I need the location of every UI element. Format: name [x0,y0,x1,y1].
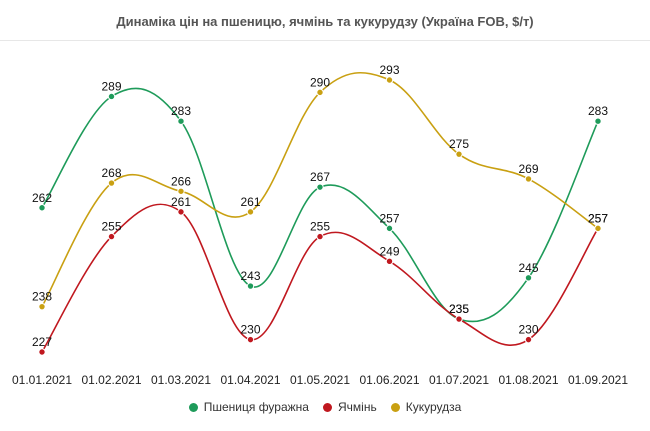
legend-item-0[interactable]: Пшениця фуражна [188,400,309,414]
data-label: 235 [449,302,469,316]
data-point [107,92,116,101]
data-point [246,282,255,290]
legend-marker-icon [188,402,198,412]
x-tick-label: 01.03.2021 [151,373,211,387]
data-label: 255 [310,220,330,234]
data-label: 266 [171,174,191,188]
data-point [38,204,46,212]
data-point [316,232,324,241]
legend-marker-icon [390,402,400,412]
data-label: 227 [32,335,52,349]
legend-item-1[interactable]: Ячмінь [322,400,377,414]
x-tick-label: 01.06.2021 [359,373,419,387]
data-point [455,150,463,158]
data-point [385,224,394,233]
data-label: 268 [101,166,121,180]
data-label: 257 [588,211,608,225]
chart-title: Динаміка цін на пшеницю, ячмінь та кукур… [116,14,534,29]
data-label: 289 [101,79,121,93]
data-point [385,257,394,266]
title-divider [0,40,650,41]
data-label: 283 [588,104,608,118]
data-point [316,88,324,97]
data-label: 245 [518,261,538,275]
data-point [177,208,185,216]
x-tick-label: 01.05.2021 [290,373,350,387]
data-label: 230 [240,323,260,337]
x-tick-label: 01.02.2021 [81,373,141,387]
data-point [246,208,255,216]
data-label: 290 [310,75,330,89]
legend-label: Кукурудза [405,400,462,414]
data-label: 267 [310,170,330,184]
data-point [594,117,602,125]
data-point [316,183,324,191]
data-label: 249 [379,244,399,258]
chart-legend: Пшениця фуражна Ячмінь Кукурудза [0,400,650,414]
legend-label: Пшениця фуражна [203,400,309,414]
data-point [455,315,463,323]
data-label: 255 [101,220,121,234]
series-line-1 [41,203,599,353]
data-point [524,335,533,344]
data-label: 257 [379,211,399,225]
data-point [385,76,394,84]
legend-item-2[interactable]: Кукурудза [390,400,462,414]
data-label: 230 [518,323,538,337]
data-label: 261 [171,195,191,209]
data-point [38,302,46,311]
data-point [38,348,46,356]
series-line-2 [41,71,599,308]
x-tick-label: 01.08.2021 [498,373,558,387]
data-label: 243 [240,269,260,283]
data-point [107,232,116,241]
series-line-0 [41,87,599,323]
data-label: 269 [518,162,538,176]
data-point [177,117,185,125]
data-label: 261 [240,195,260,209]
data-point [594,224,602,233]
x-tick-label: 01.07.2021 [429,373,489,387]
data-label: 283 [171,104,191,118]
x-tick-label: 01.09.2021 [568,373,628,387]
legend-marker-icon [322,402,332,412]
data-label: 238 [32,290,52,304]
data-label: 262 [32,191,52,205]
legend-label: Ячмінь [337,400,377,414]
data-label: 235 [449,302,469,316]
data-point [524,175,533,183]
data-label: 257 [588,211,608,225]
x-tick-label: 01.04.2021 [220,373,280,387]
data-point [246,335,255,344]
data-point [524,274,533,282]
data-point [177,187,185,195]
x-tick-label: 01.01.2021 [12,373,72,387]
data-point [107,179,116,187]
data-label: 293 [379,63,399,77]
data-label: 275 [449,137,469,151]
